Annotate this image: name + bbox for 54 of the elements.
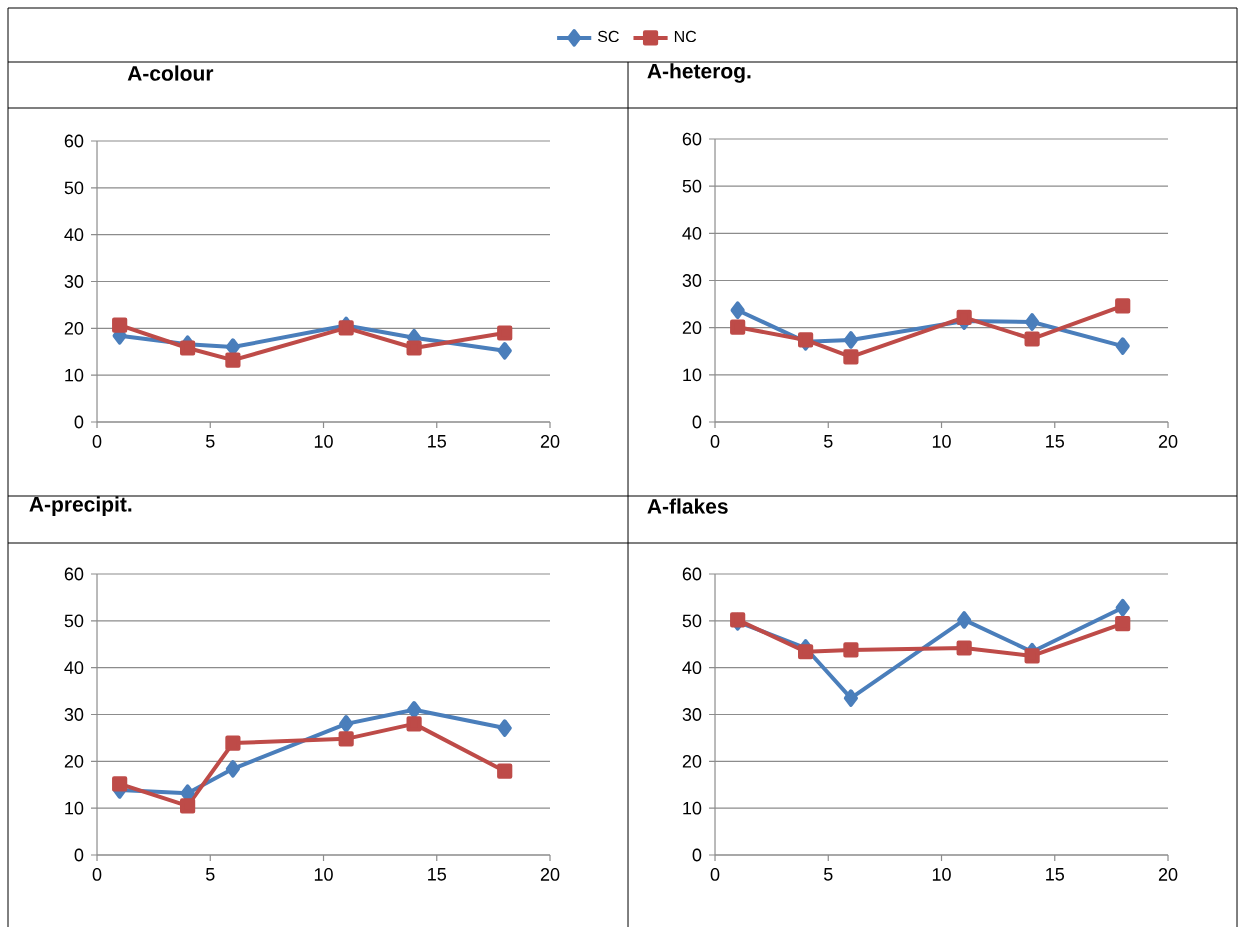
y-tick-label: 20: [682, 755, 702, 768]
chart-title: A-heterog.: [647, 63, 751, 84]
x-tick-label: 0: [710, 868, 720, 882]
y-tick-label: 60: [682, 567, 702, 581]
x-tick-label: 5: [823, 868, 833, 881]
y-tick-label: 0: [692, 848, 702, 862]
x-tick-label: 5: [823, 435, 833, 448]
y-tick-label: 40: [682, 227, 702, 240]
legend-label: NC: [674, 31, 697, 43]
y-tick-label: 50: [682, 180, 702, 193]
y-tick-label: 0: [692, 415, 702, 429]
y-tick-label: 50: [682, 614, 702, 628]
x-tick-label: 15: [428, 435, 447, 448]
y-tick-label: 0: [74, 848, 84, 862]
chart-title: A-flakes: [647, 498, 728, 515]
x-tick-label: 20: [540, 435, 560, 449]
x-tick-label: 5: [205, 868, 215, 881]
x-tick-label: 15: [428, 868, 447, 881]
y-tick-label: 60: [64, 134, 84, 148]
x-tick-label: 15: [1046, 868, 1065, 881]
x-tick-label: 5: [205, 435, 215, 448]
x-tick-label: 0: [92, 435, 102, 449]
x-tick-label: 10: [932, 435, 951, 449]
x-tick-label: 10: [932, 868, 951, 882]
x-tick-label: 15: [1046, 435, 1065, 448]
chart-title: A-colour: [127, 65, 214, 82]
legend-label: SC: [597, 31, 619, 43]
x-tick-label: 0: [92, 868, 102, 882]
y-tick-label: 40: [682, 661, 702, 675]
x-tick-label: 0: [710, 435, 720, 449]
y-tick-label: 10: [65, 802, 84, 815]
x-tick-label: 20: [1158, 868, 1178, 882]
y-tick-label: 30: [64, 275, 84, 289]
y-tick-label: 20: [682, 321, 702, 335]
x-tick-label: 10: [314, 868, 333, 882]
chart-title: A-precipit.: [29, 496, 132, 517]
y-tick-label: 10: [683, 368, 702, 382]
y-tick-label: 60: [682, 132, 702, 146]
x-tick-label: 20: [540, 868, 560, 882]
y-tick-label: 0: [74, 415, 84, 429]
y-tick-label: 30: [682, 708, 702, 722]
y-tick-label: 10: [683, 802, 702, 815]
x-tick-label: 20: [1158, 435, 1178, 449]
y-tick-label: 40: [64, 228, 84, 242]
y-tick-label: 20: [64, 755, 84, 768]
y-tick-label: 10: [65, 369, 84, 382]
y-tick-label: 60: [64, 567, 84, 581]
y-tick-label: 40: [64, 661, 84, 675]
y-tick-label: 30: [682, 274, 702, 288]
y-tick-label: 30: [64, 708, 84, 722]
y-tick-label: 50: [64, 614, 84, 628]
y-tick-label: 50: [64, 181, 84, 195]
y-tick-label: 20: [64, 322, 84, 335]
x-tick-label: 10: [314, 435, 333, 449]
